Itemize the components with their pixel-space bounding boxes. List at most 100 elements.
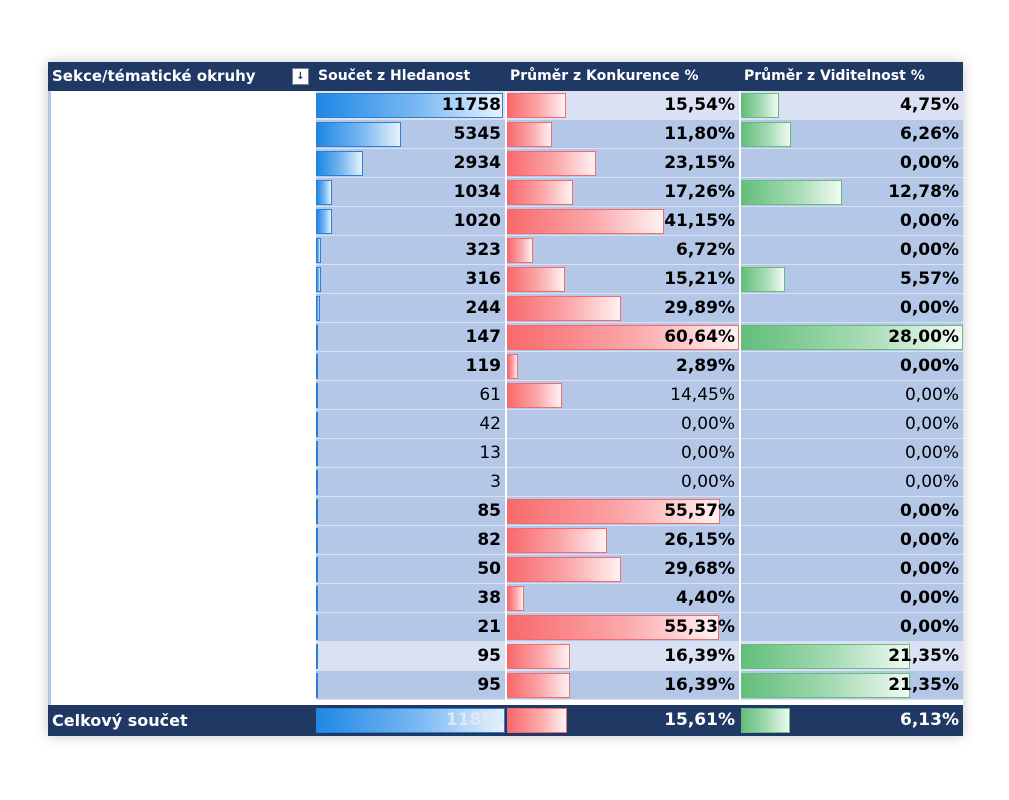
viditelnost-cell[interactable]: 12,78% xyxy=(741,178,963,207)
konkurence-cell[interactable]: 14,45% xyxy=(507,381,739,410)
viditelnost-cell[interactable]: 0,00% xyxy=(741,613,963,642)
hledanost-cell[interactable]: 95 xyxy=(316,671,505,700)
hledanost-cell[interactable]: 85 xyxy=(316,497,505,526)
viditelnost-cell[interactable]: 0,00% xyxy=(741,468,963,497)
konkurence-cell[interactable]: 15,21% xyxy=(507,265,739,294)
viditelnost-cell[interactable]: 0,00% xyxy=(741,584,963,613)
row-labels-area[interactable] xyxy=(48,91,312,705)
grand-total-row[interactable]: Celkový součet 11853 15,61% 6,13% xyxy=(48,705,963,736)
table-row[interactable]: 1034 17,26% 12,78% xyxy=(312,178,963,207)
col-konkurence-header[interactable]: Průměr z Konkurence % xyxy=(510,68,699,84)
viditelnost-cell[interactable]: 0,00% xyxy=(741,294,963,323)
konkurence-cell[interactable]: 29,68% xyxy=(507,555,739,584)
col-viditelnost-header[interactable]: Průměr z Viditelnost % xyxy=(744,68,925,84)
hledanost-cell[interactable]: 50 xyxy=(316,555,505,584)
viditelnost-value: 0,00% xyxy=(900,617,959,637)
viditelnost-cell[interactable]: 0,00% xyxy=(741,526,963,555)
hledanost-cell[interactable]: 2934 xyxy=(316,149,505,178)
viditelnost-cell[interactable]: 21,35% xyxy=(741,671,963,700)
hledanost-cell[interactable]: 3 xyxy=(316,468,505,497)
konkurence-value: 2,89% xyxy=(676,356,735,376)
viditelnost-cell[interactable]: 6,26% xyxy=(741,120,963,149)
table-row[interactable]: 95 16,39% 21,35% xyxy=(312,642,963,671)
hledanost-cell[interactable]: 95 xyxy=(316,642,505,671)
viditelnost-cell[interactable]: 0,00% xyxy=(741,410,963,439)
konkurence-cell[interactable]: 29,89% xyxy=(507,294,739,323)
hledanost-cell[interactable]: 1020 xyxy=(316,207,505,236)
hledanost-cell[interactable]: 244 xyxy=(316,294,505,323)
konkurence-cell[interactable]: 41,15% xyxy=(507,207,739,236)
viditelnost-value: 0,00% xyxy=(904,385,959,405)
konkurence-cell[interactable]: 0,00% xyxy=(507,410,739,439)
sort-filter-icon[interactable]: ↓ xyxy=(292,68,309,85)
konkurence-cell[interactable]: 0,00% xyxy=(507,439,739,468)
table-row[interactable]: 61 14,45% 0,00% xyxy=(312,381,963,410)
table-row[interactable]: 147 60,64% 28,00% xyxy=(312,323,963,352)
table-row[interactable]: 1020 41,15% 0,00% xyxy=(312,207,963,236)
hledanost-databar xyxy=(316,122,401,147)
table-row[interactable]: 38 4,40% 0,00% xyxy=(312,584,963,613)
viditelnost-cell[interactable]: 0,00% xyxy=(741,439,963,468)
table-row[interactable]: 2934 23,15% 0,00% xyxy=(312,149,963,178)
hledanost-cell[interactable]: 42 xyxy=(316,410,505,439)
table-row[interactable]: 21 55,33% 0,00% xyxy=(312,613,963,642)
table-row[interactable]: 42 0,00% 0,00% xyxy=(312,410,963,439)
konkurence-cell[interactable]: 2,89% xyxy=(507,352,739,381)
hledanost-cell[interactable]: 11758 xyxy=(316,91,505,120)
konkurence-cell[interactable]: 55,33% xyxy=(507,613,739,642)
row-labels-header[interactable]: Sekce/tématické okruhy xyxy=(52,67,256,85)
viditelnost-cell[interactable]: 0,00% xyxy=(741,236,963,265)
table-row[interactable]: 82 26,15% 0,00% xyxy=(312,526,963,555)
col-hledanost-header[interactable]: Součet z Hledanost xyxy=(318,68,471,84)
viditelnost-cell[interactable]: 0,00% xyxy=(741,352,963,381)
table-row[interactable]: 50 29,68% 0,00% xyxy=(312,555,963,584)
hledanost-cell[interactable]: 119 xyxy=(316,352,505,381)
hledanost-cell[interactable]: 5345 xyxy=(316,120,505,149)
hledanost-cell[interactable]: 323 xyxy=(316,236,505,265)
viditelnost-cell[interactable]: 0,00% xyxy=(741,497,963,526)
konkurence-cell[interactable]: 55,57% xyxy=(507,497,739,526)
viditelnost-cell[interactable]: 0,00% xyxy=(741,381,963,410)
table-row[interactable]: 323 6,72% 0,00% xyxy=(312,236,963,265)
konkurence-cell[interactable]: 6,72% xyxy=(507,236,739,265)
hledanost-databar xyxy=(316,267,321,292)
konkurence-cell[interactable]: 23,15% xyxy=(507,149,739,178)
konkurence-cell[interactable]: 16,39% xyxy=(507,642,739,671)
viditelnost-databar xyxy=(741,93,779,118)
viditelnost-cell[interactable]: 4,75% xyxy=(741,91,963,120)
table-row[interactable]: 316 15,21% 5,57% xyxy=(312,265,963,294)
konkurence-cell[interactable]: 4,40% xyxy=(507,584,739,613)
konkurence-cell[interactable]: 15,54% xyxy=(507,91,739,120)
table-row[interactable]: 5345 11,80% 6,26% xyxy=(312,120,963,149)
konkurence-cell[interactable]: 26,15% xyxy=(507,526,739,555)
viditelnost-cell[interactable]: 28,00% xyxy=(741,323,963,352)
viditelnost-cell[interactable]: 5,57% xyxy=(741,265,963,294)
hledanost-cell[interactable]: 13 xyxy=(316,439,505,468)
hledanost-cell[interactable]: 61 xyxy=(316,381,505,410)
hledanost-value: 13 xyxy=(479,443,501,463)
konkurence-cell[interactable]: 17,26% xyxy=(507,178,739,207)
viditelnost-cell[interactable]: 0,00% xyxy=(741,555,963,584)
konkurence-cell[interactable]: 16,39% xyxy=(507,671,739,700)
konkurence-cell[interactable]: 11,80% xyxy=(507,120,739,149)
hledanost-databar xyxy=(316,238,321,263)
viditelnost-cell[interactable]: 21,35% xyxy=(741,642,963,671)
hledanost-cell[interactable]: 82 xyxy=(316,526,505,555)
konkurence-cell[interactable]: 60,64% xyxy=(507,323,739,352)
hledanost-cell[interactable]: 1034 xyxy=(316,178,505,207)
konkurence-databar xyxy=(507,180,573,205)
hledanost-cell[interactable]: 316 xyxy=(316,265,505,294)
table-row[interactable]: 13 0,00% 0,00% xyxy=(312,439,963,468)
table-row[interactable]: 244 29,89% 0,00% xyxy=(312,294,963,323)
table-row[interactable]: 85 55,57% 0,00% xyxy=(312,497,963,526)
table-row[interactable]: 95 16,39% 21,35% xyxy=(312,671,963,700)
viditelnost-cell[interactable]: 0,00% xyxy=(741,207,963,236)
hledanost-cell[interactable]: 38 xyxy=(316,584,505,613)
konkurence-cell[interactable]: 0,00% xyxy=(507,468,739,497)
table-row[interactable]: 11758 15,54% 4,75% xyxy=(312,91,963,120)
hledanost-cell[interactable]: 21 xyxy=(316,613,505,642)
viditelnost-cell[interactable]: 0,00% xyxy=(741,149,963,178)
table-row[interactable]: 119 2,89% 0,00% xyxy=(312,352,963,381)
table-row[interactable]: 3 0,00% 0,00% xyxy=(312,468,963,497)
hledanost-cell[interactable]: 147 xyxy=(316,323,505,352)
